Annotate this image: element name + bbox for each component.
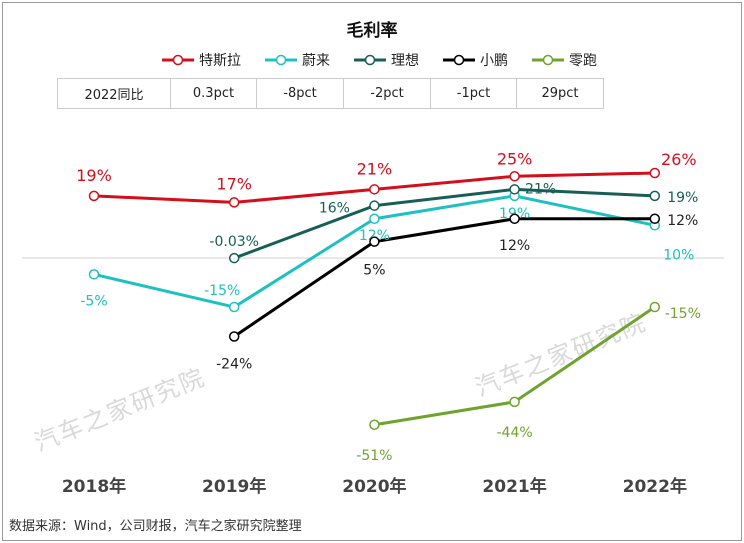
- legend-marker-icon: [532, 54, 564, 66]
- data-point: [228, 331, 240, 342]
- table-header: 2022同比: [58, 79, 171, 108]
- data-point: [369, 184, 380, 195]
- data-label: 10%: [663, 247, 694, 263]
- x-tick-label: 2022年: [623, 476, 687, 497]
- legend-label: 小鹏: [480, 53, 508, 69]
- data-label: 12%: [499, 238, 530, 254]
- data-label: -15%: [665, 306, 701, 322]
- table-cell: 29pct: [541, 86, 579, 101]
- data-point: [369, 236, 380, 247]
- data-point: [88, 190, 100, 202]
- yoy-table: 2022同比 0.3pct -8pct -2pct -1pct 29pct: [57, 78, 604, 109]
- data-point: [88, 269, 100, 280]
- data-label: 19%: [667, 190, 698, 206]
- data-point: [509, 171, 520, 182]
- legend-item: 零跑: [530, 50, 597, 70]
- data-label: 21%: [357, 159, 393, 178]
- data-label: 12%: [667, 213, 698, 229]
- legend-item: 小鹏: [441, 50, 508, 70]
- legend-item: 蔚来: [263, 50, 330, 70]
- data-label: 21%: [525, 181, 556, 197]
- data-point: [649, 213, 661, 225]
- legend-label: 零跑: [569, 53, 597, 69]
- data-label: 19%: [76, 166, 112, 185]
- table-cell: 0.3pct: [171, 79, 257, 108]
- table-cell: -1pct: [431, 79, 517, 108]
- series-line: [93, 194, 656, 309]
- data-point: [228, 301, 240, 313]
- data-point: [369, 419, 380, 431]
- table-cell: -2pct: [344, 79, 431, 108]
- data-point: [228, 252, 240, 264]
- data-label: 16%: [319, 201, 350, 217]
- data-label: -5%: [80, 293, 107, 309]
- legend-item: 特斯拉: [160, 50, 241, 70]
- series-line: [233, 217, 655, 338]
- data-label: 25%: [497, 149, 533, 168]
- data-label: -24%: [216, 356, 252, 372]
- data-point: [369, 200, 380, 211]
- x-tick-label: 2021年: [482, 476, 546, 497]
- data-label: -15%: [204, 283, 240, 299]
- legend-label: 蔚来: [302, 53, 330, 69]
- legend: 特斯拉 蔚来 理想 小鹏 零跑: [160, 50, 597, 70]
- data-label: 5%: [363, 263, 385, 279]
- data-point: [228, 197, 240, 208]
- data-label: -44%: [497, 425, 533, 441]
- data-label: -0.03%: [209, 234, 259, 250]
- source-note: 数据来源：Wind，公司财报，汽车之家研究院整理: [9, 519, 302, 534]
- data-point: [369, 213, 380, 225]
- series-line: [233, 187, 655, 260]
- legend-label: 理想: [391, 53, 419, 69]
- legend-item: 理想: [352, 50, 419, 70]
- x-tick-label: 2019年: [202, 476, 266, 497]
- table-cell: -8pct: [257, 79, 344, 108]
- data-point: [509, 184, 520, 195]
- data-label: 26%: [661, 150, 697, 169]
- legend-label: 特斯拉: [199, 53, 241, 69]
- data-label: 12%: [359, 228, 390, 244]
- data-label: 17%: [216, 174, 252, 193]
- legend-marker-icon: [443, 54, 475, 66]
- x-tick-label: 2018年: [62, 476, 126, 497]
- data-label: -51%: [356, 448, 392, 464]
- chart-title: 毛利率: [346, 21, 398, 41]
- legend-marker-icon: [162, 54, 194, 66]
- data-point: [649, 301, 661, 313]
- data-point: [649, 167, 661, 179]
- data-point: [649, 190, 661, 202]
- x-tick-label: 2020年: [342, 476, 406, 497]
- legend-marker-icon: [354, 54, 386, 66]
- legend-marker-icon: [265, 54, 297, 66]
- data-point: [509, 213, 520, 225]
- data-point: [509, 396, 520, 408]
